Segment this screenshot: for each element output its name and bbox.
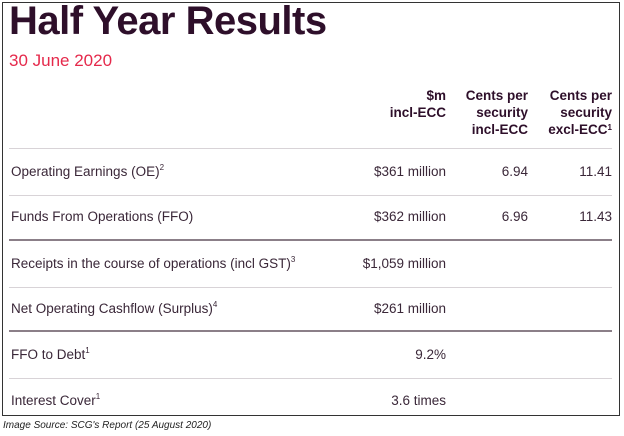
row-label: Net Operating Cashflow (Surplus)4 — [11, 286, 217, 332]
column-header-cents-excl-footnote: 1 — [607, 123, 612, 132]
column-header-amount: $m incl-ECC — [340, 87, 446, 121]
table-row: Interest Cover1 3.6 times — [9, 378, 612, 424]
column-header-cents-excl-text: excl-ECC — [548, 122, 608, 137]
image-source-caption: Image Source: SCG's Report (25 August 20… — [3, 420, 212, 431]
table-row: FFO to Debt1 9.2% — [9, 332, 612, 378]
row-amount: 3.6 times — [391, 393, 446, 408]
row-cents-incl — [452, 241, 528, 287]
row-cents-excl — [536, 332, 612, 378]
header-divider — [9, 148, 612, 149]
row-cents-incl: 6.96 — [501, 209, 528, 224]
row-amount: $362 million — [373, 209, 446, 224]
row-cents-excl — [536, 286, 612, 332]
row-cents-incl: 6.94 — [501, 164, 528, 179]
row-label: Interest Cover1 — [11, 378, 100, 424]
row-label-text: Operating Earnings (OE) — [11, 164, 160, 179]
row-cents-excl — [536, 378, 612, 424]
section-divider — [9, 239, 612, 241]
row-label-text: Receipts in the course of operations (in… — [11, 256, 291, 271]
row-label: Funds From Operations (FFO) — [11, 194, 193, 240]
column-header-amount-line2: incl-ECC — [389, 105, 446, 120]
section-divider — [9, 330, 612, 332]
column-header-cents-incl: Cents per security incl-ECC — [452, 87, 528, 138]
row-divider — [9, 378, 612, 379]
report-date: 30 June 2020 — [9, 51, 113, 70]
page-title: Half Year Results — [9, 0, 327, 43]
table-row: Receipts in the course of operations (in… — [9, 241, 612, 287]
column-header-cents-excl: Cents per security excl-ECC1 — [536, 87, 612, 138]
row-cents-incl — [452, 286, 528, 332]
row-label-text: Funds From Operations (FFO) — [11, 209, 194, 224]
row-cents-excl: 11.43 — [579, 209, 612, 224]
row-label: Receipts in the course of operations (in… — [11, 241, 295, 287]
row-cents-incl — [452, 378, 528, 424]
row-label: FFO to Debt1 — [11, 332, 90, 378]
row-footnote: 4 — [212, 299, 218, 309]
column-header-cents-incl-line3: incl-ECC — [471, 122, 528, 137]
row-cents-excl — [536, 241, 612, 287]
row-amount: 9.2% — [415, 347, 446, 362]
column-header-cents-incl-line1: Cents per — [465, 88, 528, 103]
column-header-cents-excl-line1: Cents per — [549, 88, 612, 103]
row-footnote: 1 — [95, 391, 101, 401]
row-footnote: 3 — [290, 254, 296, 264]
column-header-cents-incl-line2: security — [476, 105, 528, 120]
table-row: Operating Earnings (OE)2 $361 million 6.… — [9, 149, 612, 195]
row-footnote: 1 — [85, 345, 90, 355]
row-cents-incl — [452, 332, 528, 378]
row-amount: $261 million — [373, 301, 446, 316]
row-label-text: Interest Cover — [11, 393, 96, 408]
row-amount: $361 million — [373, 164, 446, 179]
column-header-amount-line1: $m — [426, 88, 446, 103]
row-divider — [9, 287, 612, 288]
column-header-cents-excl-line3: excl-ECC1 — [536, 121, 612, 138]
table-row: Funds From Operations (FFO) $362 million… — [9, 194, 612, 240]
row-label-text: Net Operating Cashflow (Surplus) — [11, 301, 213, 316]
row-amount: $1,059 million — [362, 256, 446, 271]
results-card: Half Year Results 30 June 2020 — [2, 0, 620, 416]
table-row: Net Operating Cashflow (Surplus)4 $261 m… — [9, 286, 612, 332]
column-header-cents-excl-line2: security — [560, 105, 612, 120]
row-footnote: 2 — [159, 162, 165, 172]
row-label: Operating Earnings (OE)2 — [11, 149, 164, 195]
row-label-text: FFO to Debt — [11, 347, 86, 362]
row-divider — [9, 195, 612, 196]
row-cents-excl: 11.41 — [579, 164, 612, 179]
